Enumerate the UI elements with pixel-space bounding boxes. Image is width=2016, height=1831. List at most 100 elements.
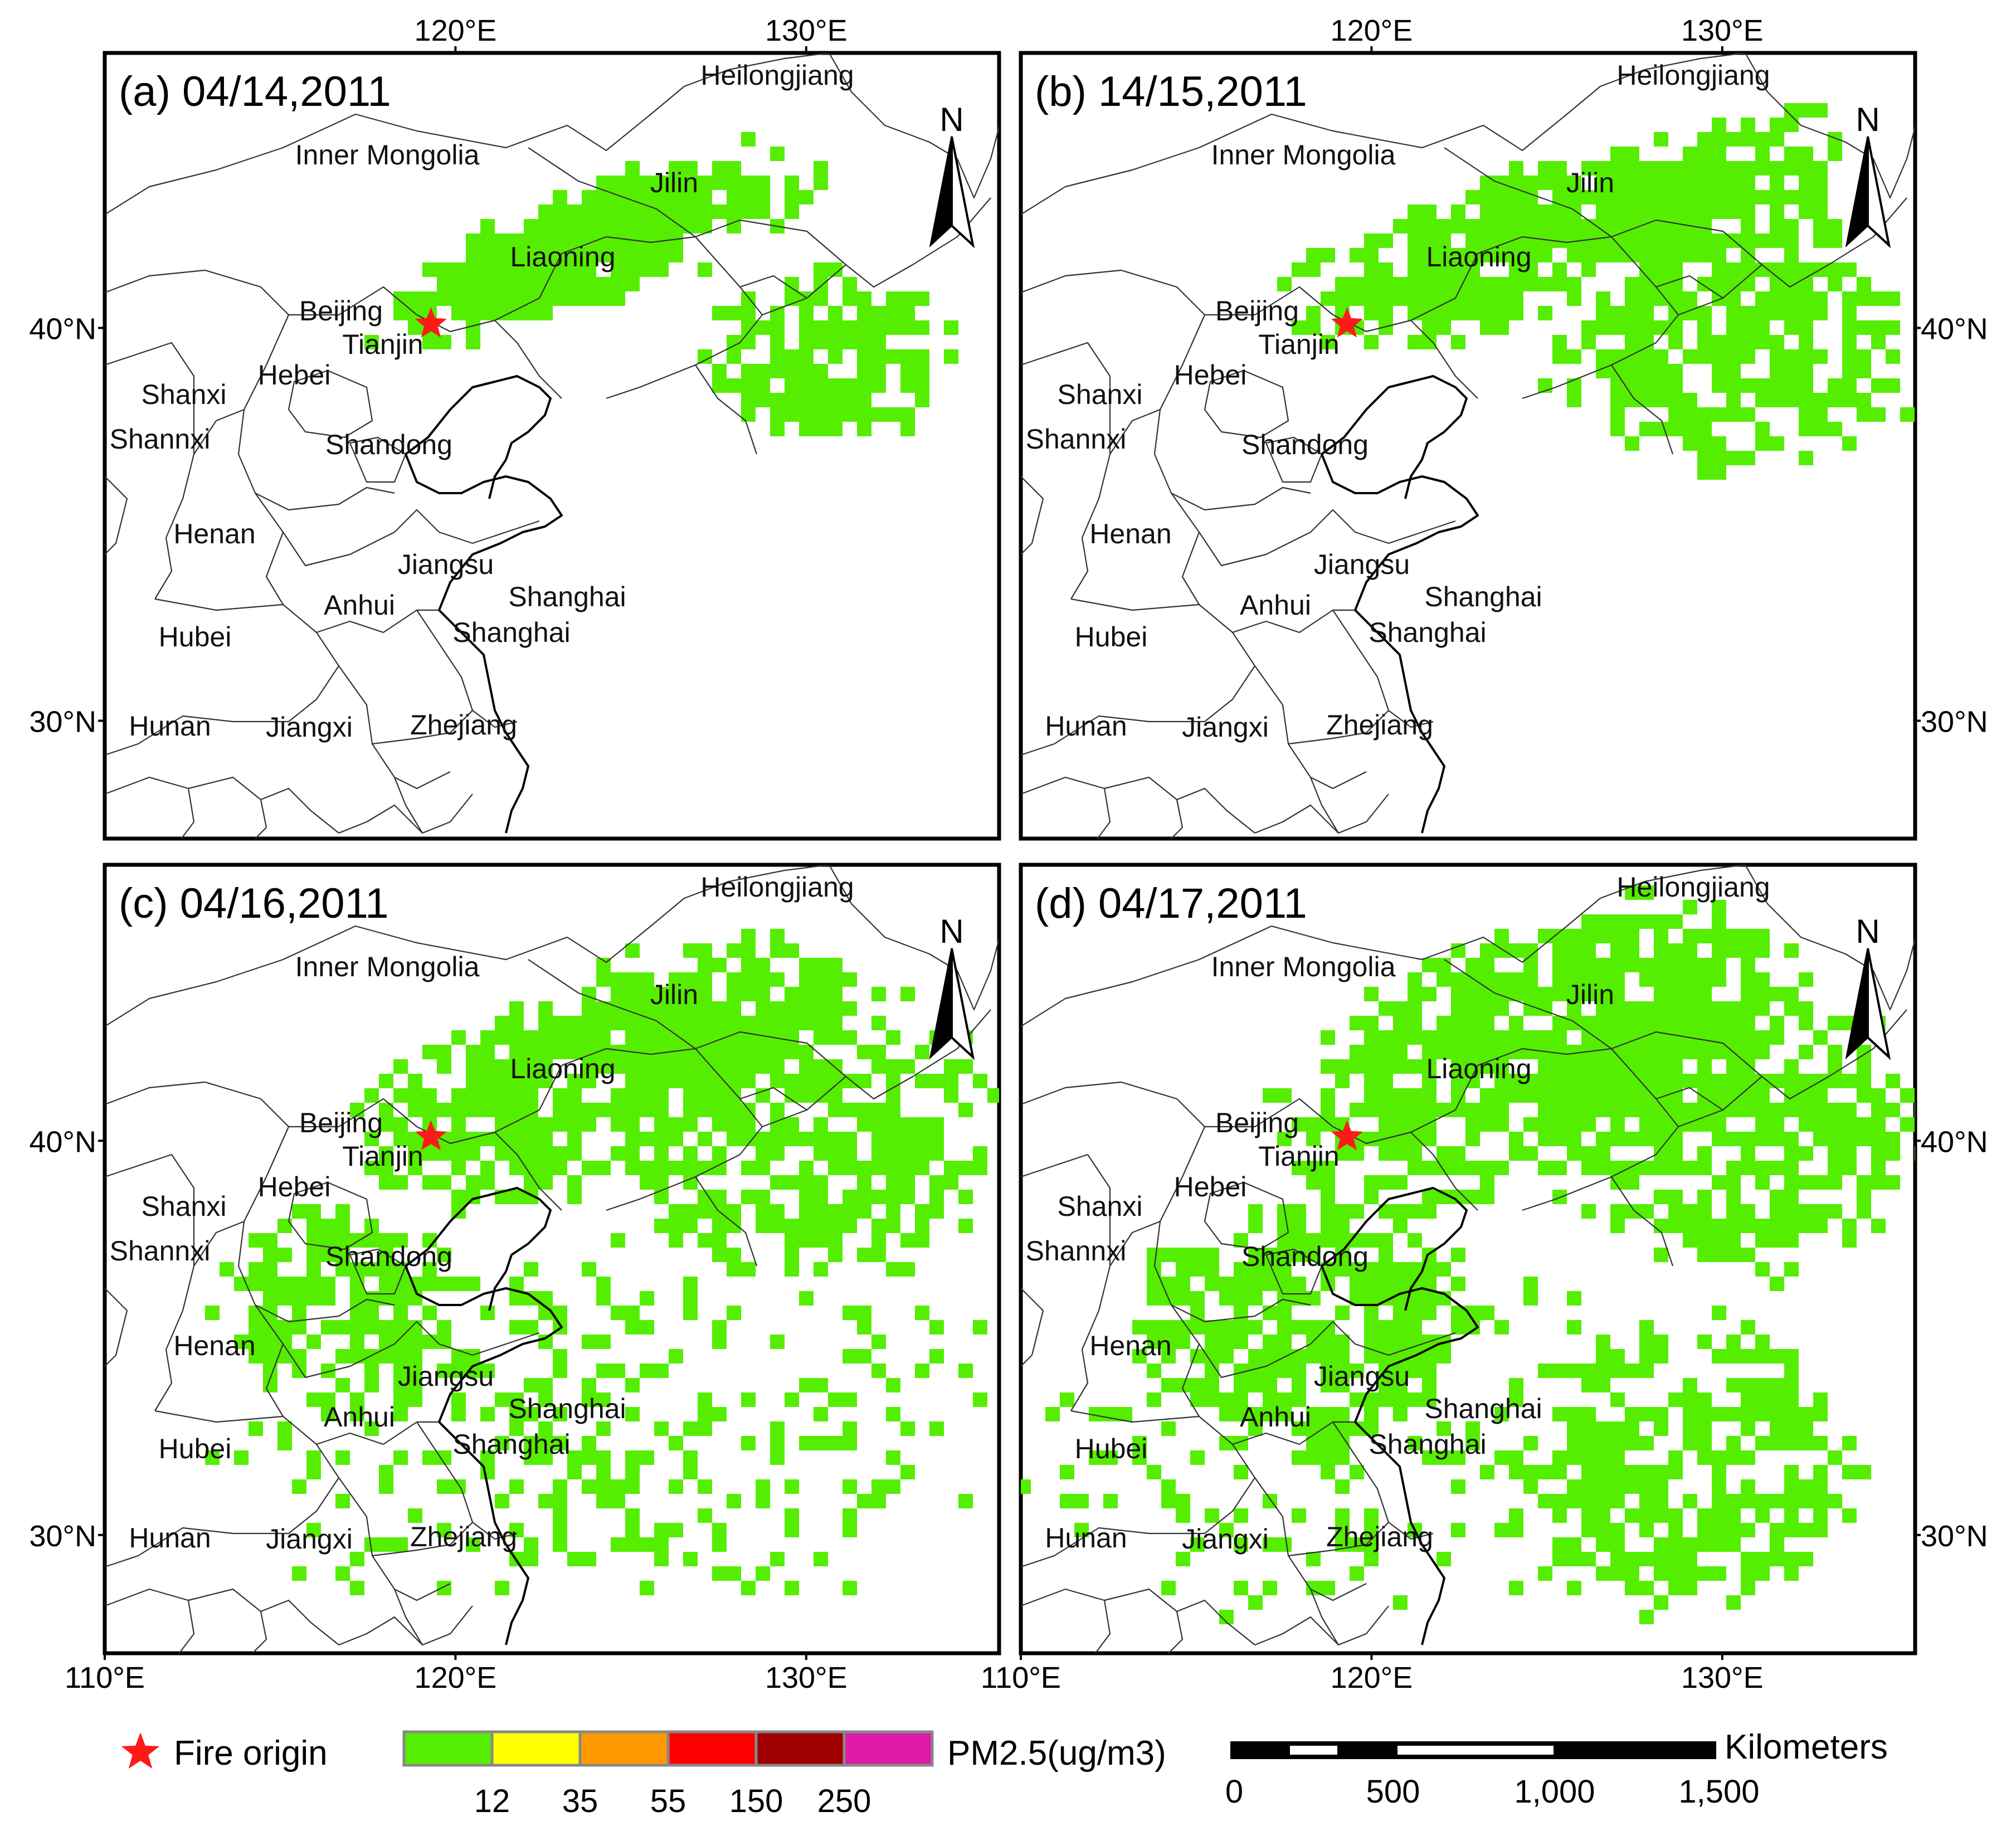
pm25-cell	[277, 1349, 292, 1363]
pm25-cell	[669, 1233, 683, 1248]
pm25-cell	[364, 1320, 379, 1335]
province-label-shandong: Shandong	[1241, 429, 1369, 460]
pm25-cell	[1639, 1407, 1654, 1421]
pm25-cell	[1625, 306, 1639, 320]
pm25-cell	[1828, 1494, 1842, 1508]
province-label-shanghai: Shanghai	[1369, 1429, 1486, 1460]
pm25-cell	[1379, 1378, 1393, 1392]
province-label-shandong: Shandong	[1241, 1241, 1369, 1272]
pm25-cell	[973, 1161, 987, 1175]
pm25-cell	[277, 1320, 292, 1335]
pm25-cell	[524, 1074, 538, 1088]
pm25-cell	[640, 1132, 654, 1146]
pm25-cell	[538, 1436, 553, 1450]
pm25-cell	[1465, 1190, 1480, 1204]
pm25-cell	[683, 1552, 698, 1566]
pm25-cell	[756, 958, 770, 972]
pm25-cell	[640, 262, 654, 277]
pm25-cell	[1726, 161, 1741, 176]
pm25-cell	[1567, 972, 1581, 987]
pm25-cell	[814, 393, 828, 407]
pm25-cell	[1697, 147, 1712, 161]
pm25-cell	[1784, 1465, 1799, 1479]
pm25-cell	[1654, 929, 1668, 943]
pm25-cell	[1828, 233, 1842, 248]
pm25-cell	[1755, 1233, 1770, 1248]
pm25-cell	[1828, 132, 1842, 147]
pm25-cell	[1480, 943, 1494, 958]
pm25-cell	[1451, 1001, 1465, 1016]
pm25-cell	[828, 407, 843, 422]
pm25-cell	[843, 1392, 857, 1407]
pm25-cell	[741, 364, 756, 378]
pm25-cell	[727, 1219, 741, 1233]
pm25-cell	[1248, 1320, 1263, 1335]
pm25-cell	[785, 1117, 799, 1132]
pm25-cell	[1726, 132, 1741, 147]
pm25-cell	[1625, 1088, 1639, 1103]
pm25-cell	[683, 1277, 698, 1291]
pm25-cell	[683, 943, 698, 958]
pm25-cell	[1408, 262, 1422, 277]
pm25-cell	[1697, 1161, 1712, 1175]
pm25-cell	[1697, 1392, 1712, 1407]
pm25-cell	[712, 1059, 727, 1074]
pm25-cell	[944, 349, 958, 364]
pm25-cell	[1668, 1392, 1683, 1407]
pm25-cell	[538, 1132, 553, 1146]
pm25-cell	[1451, 262, 1465, 277]
pm25-cell	[277, 1277, 292, 1291]
pm25-cell	[1625, 1508, 1639, 1523]
pm25-cell	[1741, 1566, 1755, 1581]
pm25-cell	[756, 320, 770, 335]
pm25-cell	[1610, 1045, 1625, 1059]
pm25-cell	[1741, 1581, 1755, 1595]
pm25-cell	[263, 1262, 277, 1277]
pm25-cell	[625, 1407, 640, 1421]
pm25-cell	[1799, 277, 1813, 291]
pm25-cell	[1741, 407, 1755, 422]
pm25-cell	[1364, 1320, 1379, 1335]
pm25-cell	[1480, 1117, 1494, 1132]
pm25-cell	[669, 1117, 683, 1132]
pm25-cell	[1697, 1001, 1712, 1016]
pm25-cell	[1364, 1030, 1379, 1045]
pm25-cell	[393, 1233, 408, 1248]
pm25-cell	[770, 1204, 785, 1219]
pm25-cell	[1451, 306, 1465, 320]
pm25-cell	[1755, 929, 1770, 943]
pm25-cell	[1364, 1262, 1379, 1277]
pm25-cell	[1335, 1479, 1350, 1494]
pm25-cell	[1552, 1363, 1567, 1378]
pm25-cell	[741, 378, 756, 393]
pm25-cell	[698, 349, 712, 364]
pm25-cell	[451, 1479, 466, 1494]
pm25-cell	[480, 1045, 495, 1059]
pm25-cell	[1306, 1320, 1321, 1335]
pm25-cell	[1596, 1001, 1610, 1016]
pm25-cell	[1321, 1378, 1335, 1392]
pm25-cell	[1379, 1175, 1393, 1190]
pm25-cell	[1741, 1407, 1755, 1421]
pm25-cell	[886, 1103, 900, 1117]
pm25-cell	[553, 233, 567, 248]
fire-origin-star-icon	[121, 1732, 160, 1769]
pm25-cell	[1436, 1421, 1451, 1436]
pm25-cell	[1639, 1610, 1654, 1624]
pm25-cell	[1741, 1421, 1755, 1436]
pm25-cell	[871, 1059, 886, 1074]
pm25-cell	[1494, 1523, 1509, 1537]
pm25-cell	[1596, 1450, 1610, 1465]
pm25-cell	[1552, 161, 1567, 176]
pm25-cell	[843, 1001, 857, 1016]
pm25-cell	[1451, 972, 1465, 987]
pm25-cell	[1755, 1088, 1770, 1103]
pm25-cell	[1205, 1320, 1219, 1335]
pm25-cell	[1190, 1248, 1205, 1262]
pm25-cell	[900, 1465, 915, 1479]
pm25-cell	[1321, 1450, 1335, 1465]
pm25-cell	[1668, 1204, 1683, 1219]
pm25-cell	[1668, 248, 1683, 262]
pm25-cell	[538, 1030, 553, 1045]
pm25-cell	[1408, 1132, 1422, 1146]
